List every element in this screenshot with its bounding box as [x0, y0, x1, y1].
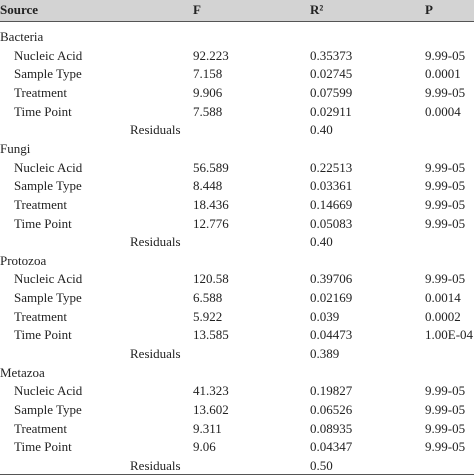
- row-source: Time Point: [14, 215, 72, 231]
- row-r2: 0.05083: [310, 215, 353, 231]
- row-source: Nucleic Acid: [14, 383, 83, 399]
- row-p: 9.99-05: [425, 420, 466, 436]
- row-f: 13.602: [193, 402, 229, 417]
- row-p: 9.99-05: [425, 383, 466, 399]
- row-f: 13.585: [193, 327, 229, 343]
- row-p: 1.00E-04: [425, 327, 474, 343]
- row-f: 12.776: [193, 215, 229, 231]
- row-f: 18.436: [193, 196, 229, 212]
- header-p: P: [425, 2, 433, 17]
- group-name: Bacteria: [0, 29, 44, 44]
- row-p: 9.99-05: [425, 47, 466, 63]
- residuals-label: Residuals: [130, 346, 181, 362]
- row-source: Time Point: [14, 327, 72, 343]
- row-r2: 0.03361: [310, 178, 353, 194]
- row-f: 9.06: [193, 439, 216, 455]
- row-source: Time Point: [14, 439, 72, 455]
- row-f: 8.448: [193, 178, 223, 194]
- row-f: 7.588: [193, 103, 223, 119]
- row-p: 9.99-05: [425, 271, 466, 287]
- row-r2: 0.19827: [310, 383, 353, 399]
- row-r2: 0.02745: [310, 66, 353, 82]
- residuals-label: Residuals: [130, 457, 181, 473]
- header-background: [0, 0, 474, 22]
- row-p: 9.99-05: [425, 178, 466, 194]
- row-r2: 0.02169: [310, 290, 353, 306]
- group-name: Protozoa: [0, 252, 47, 268]
- residuals-r2: 0.389: [310, 346, 340, 362]
- row-source: Treatment: [14, 420, 67, 436]
- row-r2: 0.14669: [310, 196, 353, 212]
- row-f: 9.906: [193, 84, 223, 100]
- row-f: 92.223: [193, 47, 229, 63]
- row-source: Time Point: [14, 103, 72, 119]
- row-p: 9.99-05: [425, 84, 466, 100]
- row-p: 9.99-05: [425, 196, 466, 212]
- residuals-label: Residuals: [130, 122, 181, 138]
- residuals-r2: 0.50: [310, 457, 333, 473]
- residuals-r2: 0.40: [310, 234, 333, 250]
- row-r2: 0.039: [310, 308, 340, 324]
- row-f: 41.323: [193, 383, 229, 399]
- residuals-label: Residuals: [130, 234, 181, 250]
- row-f: 56.589: [193, 159, 229, 175]
- row-r2: 0.04347: [310, 439, 353, 455]
- row-p: 0.0001: [425, 66, 461, 82]
- row-p: 9.99-05: [425, 402, 466, 417]
- row-p: 9.99-05: [425, 159, 466, 175]
- residuals-r2: 0.40: [310, 122, 333, 138]
- row-p: 0.0014: [425, 290, 461, 306]
- group-name: Fungi: [0, 140, 31, 156]
- row-r2: 0.04473: [310, 327, 353, 343]
- group-name: Metazoa: [0, 364, 45, 380]
- header-f: F: [193, 2, 201, 17]
- row-p: 9.99-05: [425, 439, 466, 455]
- row-r2: 0.39706: [310, 271, 353, 287]
- row-f: 120.58: [193, 271, 229, 287]
- row-r2: 0.08935: [310, 420, 353, 436]
- row-source: Treatment: [14, 196, 67, 212]
- row-source: Sample Type: [14, 178, 82, 194]
- row-source: Nucleic Acid: [14, 159, 83, 175]
- header-source: Source: [0, 2, 39, 17]
- row-r2: 0.35373: [310, 47, 353, 63]
- header-r2: R²: [310, 2, 324, 17]
- row-p: 0.0004: [425, 103, 461, 119]
- row-r2: 0.07599: [310, 84, 353, 100]
- row-source: Sample Type: [14, 402, 82, 417]
- row-source: Treatment: [14, 308, 67, 324]
- row-r2: 0.22513: [310, 159, 353, 175]
- row-source: Nucleic Acid: [14, 47, 83, 63]
- row-f: 7.158: [193, 66, 223, 82]
- row-source: Treatment: [14, 84, 67, 100]
- row-r2: 0.02911: [310, 103, 352, 119]
- row-source: Sample Type: [14, 66, 82, 82]
- row-source: Sample Type: [14, 290, 82, 306]
- row-f: 9.311: [193, 420, 222, 436]
- row-source: Nucleic Acid: [14, 271, 83, 287]
- row-f: 6.588: [193, 290, 223, 306]
- row-p: 9.99-05: [425, 215, 466, 231]
- row-p: 0.0002: [425, 308, 461, 324]
- row-f: 5.922: [193, 308, 223, 324]
- row-r2: 0.06526: [310, 402, 353, 417]
